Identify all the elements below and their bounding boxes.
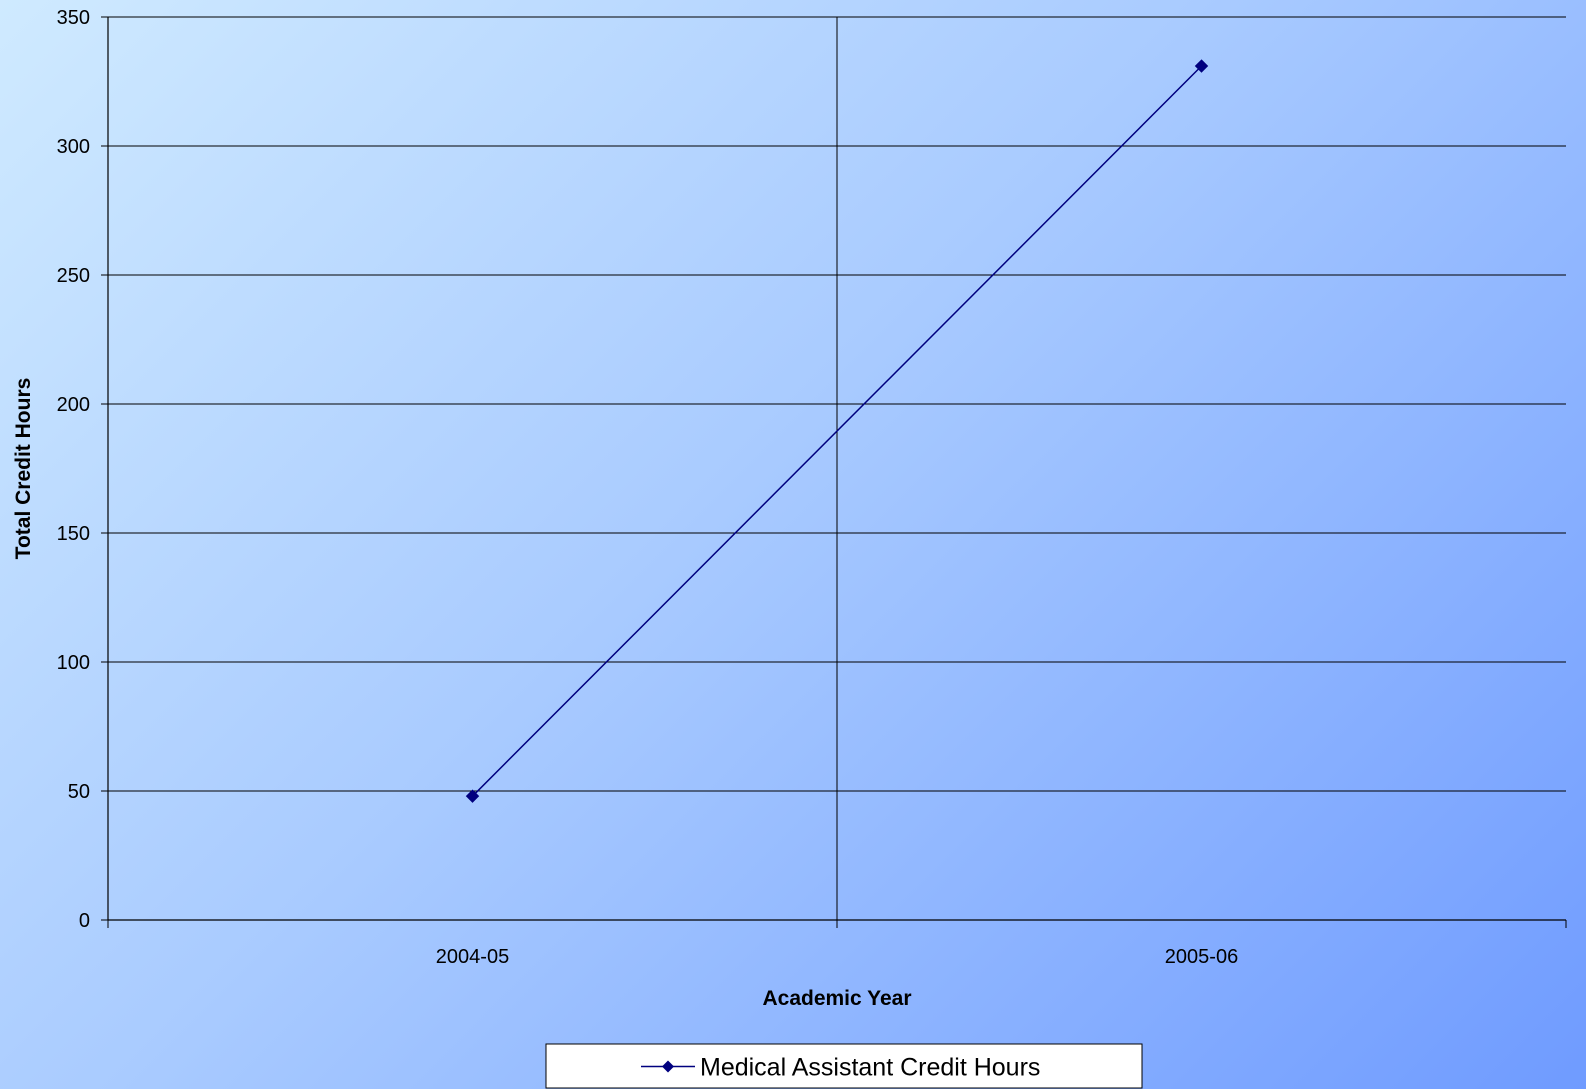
y-tick-label: 50	[68, 781, 90, 803]
legend-diamond-marker	[662, 1060, 674, 1073]
y-tick-label: 150	[57, 523, 90, 545]
gridlines	[108, 16, 1566, 920]
x-axis-title: Academic Year	[762, 987, 911, 1010]
legend: Medical Assistant Credit Hours	[545, 1043, 1143, 1089]
x-tick-label: 2005-06	[1165, 946, 1238, 968]
x-tick-label: 2004-05	[436, 946, 509, 968]
data-point-marker	[465, 789, 480, 803]
axes	[101, 16, 1567, 928]
legend-box	[545, 1043, 1143, 1089]
y-tick-label: 350	[57, 7, 90, 29]
y-tick-label: 250	[57, 265, 90, 287]
y-axis-title: Total Credit Hours	[12, 378, 35, 560]
y-tick-label: 200	[57, 394, 90, 416]
tick-labels: 0 50 100 150 200 250 300 350 2004-05 2005-06	[57, 7, 1239, 968]
series-layer	[465, 59, 1209, 803]
y-tick-label: 300	[57, 136, 90, 158]
y-tick-label: 100	[57, 652, 90, 674]
legend-label: Medical Assistant Credit Hours	[700, 1054, 1040, 1082]
y-tick-label: 0	[79, 910, 90, 932]
series-line	[471, 65, 1203, 797]
data-point-marker	[1194, 59, 1209, 73]
